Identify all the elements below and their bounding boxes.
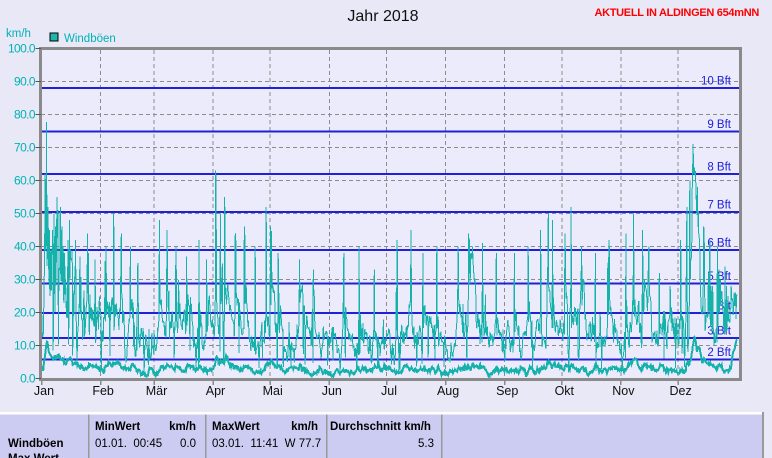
svg-text:AKTUELL IN ALDINGEN 654mNN: AKTUELL IN ALDINGEN 654mNN — [594, 7, 759, 19]
svg-text:0.0: 0.0 — [20, 372, 36, 386]
svg-text:Sep: Sep — [496, 384, 518, 398]
svg-text:MaxWert: MaxWert — [212, 421, 260, 433]
svg-text:7 Bft: 7 Bft — [707, 200, 731, 212]
svg-text:Okt: Okt — [555, 384, 575, 398]
svg-text:Mai: Mai — [263, 384, 283, 398]
svg-text:80.0: 80.0 — [14, 108, 36, 122]
svg-text:Jun: Jun — [322, 384, 342, 398]
svg-text:3 Bft: 3 Bft — [707, 326, 731, 338]
svg-text:70.0: 70.0 — [14, 141, 36, 155]
svg-text:90.0: 90.0 — [14, 75, 36, 89]
svg-text:6 Bft: 6 Bft — [707, 238, 731, 250]
svg-text:100.0: 100.0 — [8, 42, 36, 56]
svg-text:5.3: 5.3 — [418, 438, 434, 450]
svg-text:40.0: 40.0 — [14, 240, 36, 254]
svg-text:Nov: Nov — [612, 384, 635, 398]
svg-text:Max.Wert: Max.Wert — [8, 453, 59, 458]
svg-text:Windböen: Windböen — [8, 438, 63, 450]
svg-text:Jul: Jul — [381, 384, 397, 398]
svg-text:2 Bft: 2 Bft — [707, 347, 731, 359]
svg-text:Jahr 2018: Jahr 2018 — [347, 8, 418, 25]
svg-text:5 Bft: 5 Bft — [707, 271, 731, 283]
svg-text:Mär: Mär — [146, 384, 168, 398]
svg-text:km/h: km/h — [291, 421, 318, 433]
svg-text:10.0: 10.0 — [14, 339, 36, 353]
svg-text:0.0: 0.0 — [180, 438, 196, 450]
svg-text:Jan: Jan — [34, 384, 54, 398]
svg-text:10 Bft: 10 Bft — [701, 75, 732, 87]
svg-text:50.0: 50.0 — [14, 207, 36, 221]
svg-text:Aug: Aug — [437, 384, 459, 398]
svg-text:Durchschnitt km/h: Durchschnitt km/h — [330, 421, 431, 433]
svg-text:Feb: Feb — [92, 384, 114, 398]
svg-text:Windböen: Windböen — [64, 33, 116, 45]
svg-text:9 Bft: 9 Bft — [707, 119, 731, 131]
svg-text:30.0: 30.0 — [14, 273, 36, 287]
svg-text:Apr: Apr — [206, 384, 225, 398]
svg-text:60.0: 60.0 — [14, 174, 36, 188]
svg-text:km/h: km/h — [169, 421, 196, 433]
svg-text:MinWert: MinWert — [95, 421, 140, 433]
svg-text:Dez: Dez — [669, 384, 691, 398]
svg-text:km/h: km/h — [6, 28, 31, 40]
svg-text:01.01. 00:45: 01.01. 00:45 — [95, 438, 162, 450]
svg-text:20.0: 20.0 — [14, 306, 36, 320]
svg-text:8 Bft: 8 Bft — [707, 162, 731, 174]
svg-text:03.01. 11:41 W 77.7: 03.01. 11:41 W 77.7 — [212, 438, 321, 450]
